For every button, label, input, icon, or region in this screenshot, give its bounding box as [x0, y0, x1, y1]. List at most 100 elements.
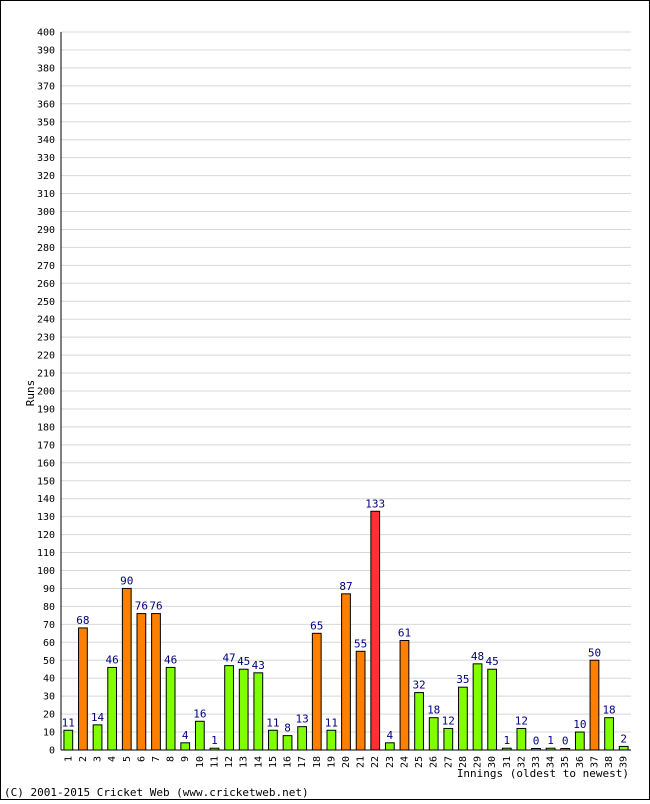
y-tick-label: 210	[37, 369, 55, 380]
y-tick-label: 60	[43, 638, 55, 649]
y-tick-label: 280	[37, 243, 55, 254]
data-label: 76	[135, 600, 148, 613]
x-tick-label: 39	[619, 756, 630, 768]
y-tick-label: 400	[37, 28, 55, 39]
bar	[370, 510, 381, 751]
x-tick-label: 6	[136, 756, 147, 762]
bar	[399, 640, 410, 751]
y-tick-label: 350	[37, 117, 55, 128]
x-tick-label: 4	[107, 756, 118, 762]
x-tick-label: 30	[487, 756, 498, 768]
data-label: 61	[398, 627, 411, 640]
y-tick-label: 10	[43, 728, 55, 739]
x-tick-label: 3	[93, 756, 104, 762]
data-label: 55	[354, 637, 367, 650]
x-tick-label: 37	[589, 756, 600, 768]
bar	[574, 731, 585, 751]
bar	[618, 745, 629, 751]
x-tick-label: 35	[560, 756, 571, 768]
bar	[487, 668, 498, 751]
x-tick-label: 34	[546, 756, 557, 768]
bar	[472, 663, 483, 751]
x-tick-label: 9	[180, 756, 191, 762]
y-tick-label: 20	[43, 710, 55, 721]
y-tick-label: 80	[43, 602, 55, 613]
x-tick-label: 10	[195, 756, 206, 768]
bar	[165, 666, 176, 751]
x-tick-label: 13	[239, 756, 250, 768]
x-tick-label: 19	[326, 756, 337, 768]
y-tick-label: 340	[37, 135, 55, 146]
copyright-text: (C) 2001-2015 Cricket Web (www.cricketwe…	[4, 786, 309, 799]
x-tick-label: 27	[443, 756, 454, 768]
bar	[384, 742, 395, 751]
x-tick-label: 5	[122, 756, 133, 762]
bar	[107, 666, 118, 751]
y-tick-label: 160	[37, 458, 55, 469]
bar	[414, 692, 424, 751]
y-tick-label: 150	[37, 476, 55, 487]
bar	[180, 742, 191, 751]
y-tick-label: 290	[37, 225, 55, 236]
data-label: 87	[339, 580, 352, 593]
bar	[194, 720, 205, 751]
data-label: 1	[547, 734, 554, 747]
bar	[355, 650, 366, 751]
data-label: 46	[106, 653, 119, 666]
data-label: 65	[310, 619, 323, 632]
x-tick-label: 18	[312, 756, 323, 768]
x-tick-label: 28	[458, 756, 469, 768]
x-tick-label: 7	[151, 756, 162, 762]
y-tick-label: 130	[37, 512, 55, 523]
data-label: 11	[62, 716, 75, 729]
y-tick-label: 110	[37, 548, 55, 559]
bar	[268, 729, 278, 751]
data-label: 18	[427, 704, 440, 717]
y-tick-label: 390	[37, 45, 55, 56]
y-tick-label: 190	[37, 404, 55, 415]
data-label: 45	[486, 655, 499, 668]
y-tick-label: 300	[37, 207, 55, 218]
x-tick-label: 38	[604, 756, 615, 768]
y-tick-label: 220	[37, 351, 55, 362]
bar	[604, 717, 614, 751]
bar	[311, 632, 322, 751]
data-label: 43	[252, 659, 265, 672]
x-tick-label: 14	[253, 756, 264, 768]
bar	[297, 726, 308, 751]
x-tick-label: 2	[78, 756, 89, 762]
data-label: 46	[164, 653, 177, 666]
data-label: 12	[515, 714, 528, 727]
x-tick-label: 11	[209, 756, 220, 768]
data-label: 50	[588, 646, 601, 659]
y-tick-label: 310	[37, 189, 55, 200]
y-tick-label: 230	[37, 333, 55, 344]
data-label: 12	[442, 714, 455, 727]
bar	[428, 717, 439, 751]
y-tick-labels: 0 10 20 30 40 50 60 70 80 90 100 110 120 130 140 150 160…	[37, 28, 55, 757]
y-tick-label: 0	[49, 746, 55, 757]
bar	[458, 686, 468, 751]
x-tick-label: 32	[516, 756, 527, 768]
x-tick-label: 24	[399, 756, 410, 768]
y-tick-label: 170	[37, 440, 55, 451]
data-label: 10	[573, 718, 586, 731]
x-tick-label: 15	[268, 756, 279, 768]
data-label: 1	[503, 734, 510, 747]
x-tick-label: 36	[575, 756, 586, 768]
data-label: 0	[562, 735, 569, 748]
x-tick-label: 29	[473, 756, 484, 768]
x-tick-label: 16	[283, 756, 294, 768]
y-tick-label: 270	[37, 261, 55, 272]
data-label: 13	[296, 713, 309, 726]
data-label: 4	[387, 729, 394, 742]
x-tick-label: 25	[414, 756, 425, 768]
x-tick-label: 26	[429, 756, 440, 768]
x-tick-label: 20	[341, 756, 352, 768]
y-tick-label: 120	[37, 530, 55, 541]
y-axis-title: Runs	[24, 380, 37, 407]
data-label: 4	[182, 729, 189, 742]
data-label: 35	[456, 673, 469, 686]
